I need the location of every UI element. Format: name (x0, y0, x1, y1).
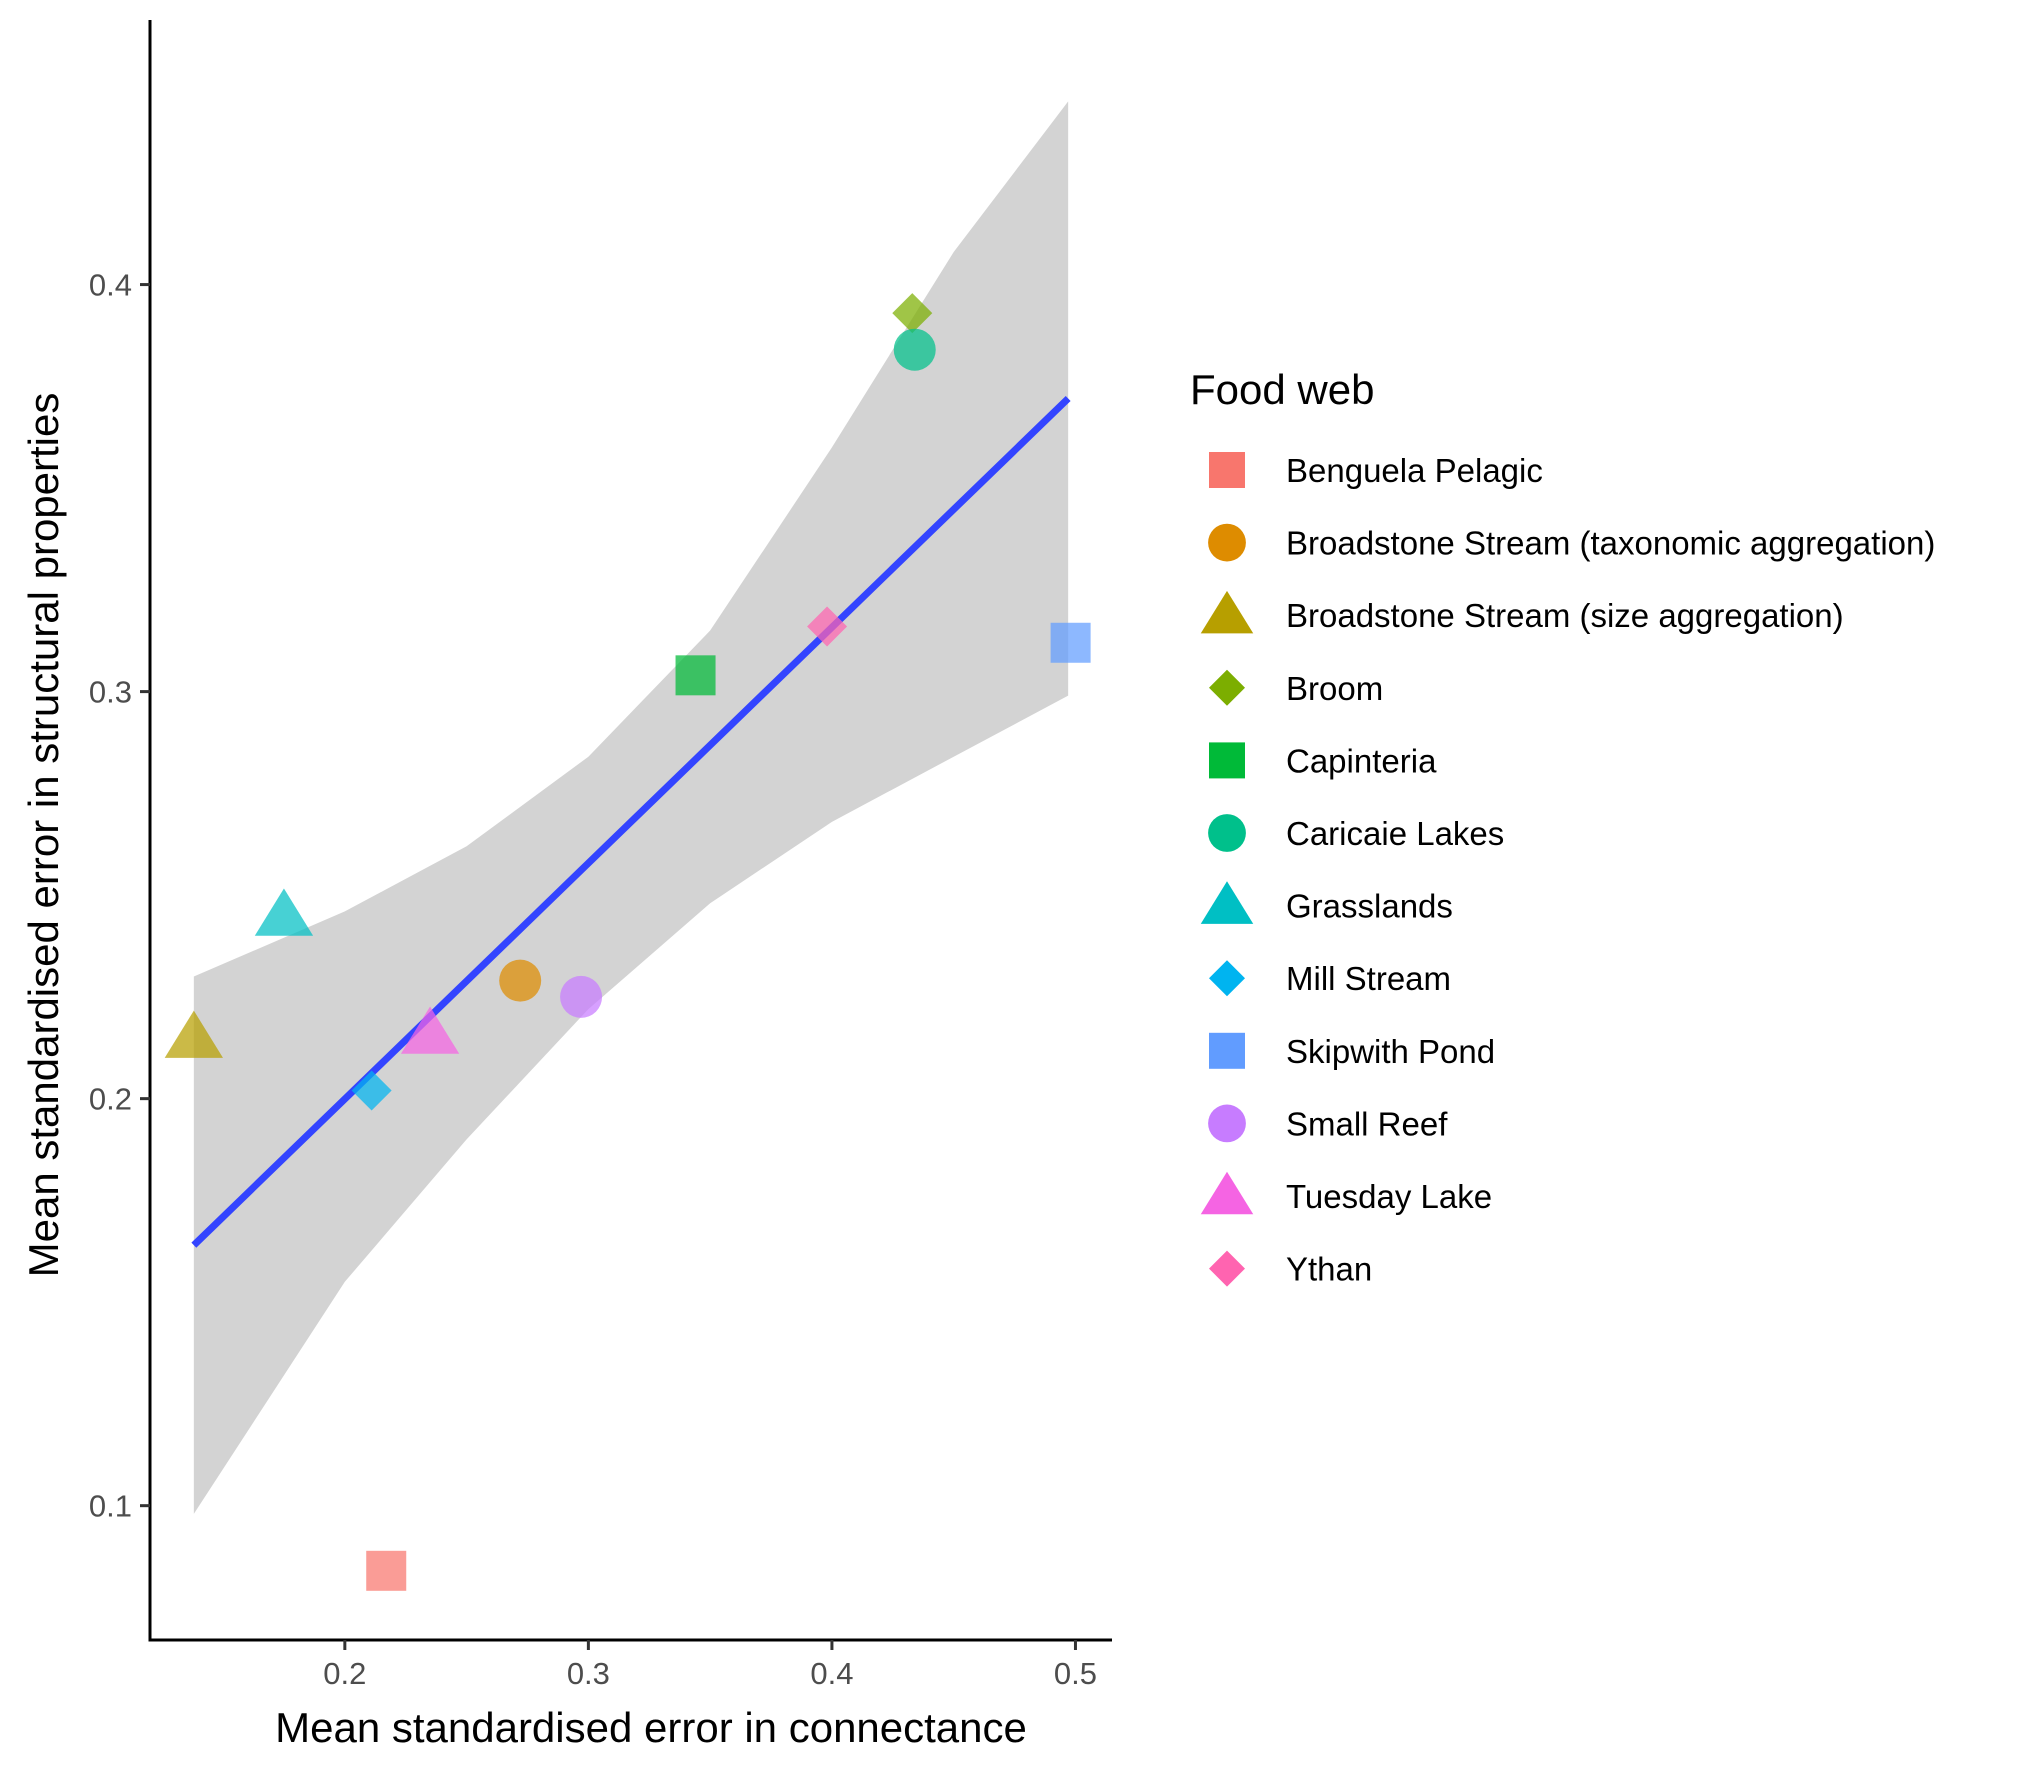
data-point-benguela-pelagic (366, 1550, 407, 1591)
y-tick-label: 0.3 (89, 675, 132, 710)
legend-key-square (1209, 1032, 1245, 1069)
fit-line-layer (191, 396, 1071, 1248)
legend-key-triangle (1200, 881, 1254, 924)
x-tick-label: 0.5 (1054, 1656, 1097, 1691)
legend-label: Capinteria (1286, 742, 1437, 779)
legend-label: Broadstone Stream (taxonomic aggregation… (1286, 525, 1935, 562)
x-axis-title: Mean standardised error in connectance (275, 1704, 1027, 1751)
legend-key-triangle (1200, 1171, 1254, 1215)
y-tick-label: 0.2 (89, 1082, 132, 1117)
y-axis-title: Mean standardised error in structural pr… (20, 393, 67, 1278)
legend-item-broom: Broom (1209, 669, 1383, 707)
legend-label: Broom (1286, 670, 1383, 707)
legend: Food web Benguela Pelagic Broadstone Strea… (1190, 366, 1935, 1288)
legend-item-capinteria: Capinteria (1209, 742, 1437, 779)
data-point-caricaie-lakes (893, 328, 936, 371)
data-point-mill-stream (351, 1070, 392, 1111)
legend-item-ythan: Ythan (1209, 1250, 1372, 1288)
legend-item-tuesday-lake: Tuesday Lake (1200, 1171, 1492, 1215)
axes-layer: 0.2 0.3 0.4 0.5 0.1 0.2 0.3 0.4 Mean standardise… (20, 20, 1112, 1751)
confidence-band-layer (193, 101, 1069, 1514)
legend-item-broadstone-stream-taxonomic-aggregation: Broadstone Stream (taxonomic aggregation… (1208, 523, 1935, 562)
y-tick-label: 0.1 (89, 1489, 132, 1524)
data-point-ythan (807, 606, 848, 647)
legend-label: Broadstone Stream (size aggregation) (1286, 597, 1844, 634)
data-point-small-reef (560, 975, 603, 1018)
data-points-layer (164, 293, 1091, 1591)
x-tick-label: 0.3 (567, 1656, 610, 1691)
data-point-capinteria (675, 655, 716, 696)
legend-key-circle (1208, 1104, 1246, 1143)
legend-item-mill-stream: Mill Stream (1209, 960, 1451, 997)
legend-label: Caricaie Lakes (1286, 815, 1504, 852)
legend-item-benguela-pelagic: Benguela Pelagic (1209, 452, 1543, 489)
data-point-broadstone-stream-taxonomic-aggregation (499, 959, 542, 1002)
y-tick-label: 0.4 (89, 268, 132, 303)
legend-label: Small Reef (1286, 1105, 1448, 1142)
legend-key-diamond (1209, 1250, 1245, 1287)
data-point-skipwith-pond (1050, 622, 1091, 663)
x-tick-label: 0.2 (323, 1656, 366, 1691)
confidence-band (193, 101, 1069, 1514)
legend-item-small-reef: Small Reef (1208, 1104, 1448, 1143)
regression-line (191, 396, 1071, 1248)
data-point-broadstone-stream-size-aggregation (164, 1010, 223, 1058)
legend-label: Benguela Pelagic (1286, 452, 1543, 489)
legend-title: Food web (1190, 366, 1374, 413)
legend-key-square (1209, 452, 1245, 488)
data-point-broom (892, 293, 933, 334)
legend-label: Skipwith Pond (1286, 1033, 1495, 1070)
legend-key-circle (1208, 523, 1246, 562)
legend-item-broadstone-stream-size-aggregation: Broadstone Stream (size aggregation) (1200, 590, 1844, 634)
legend-key-triangle (1200, 590, 1254, 634)
legend-item-caricaie-lakes: Caricaie Lakes (1208, 814, 1504, 852)
data-point-grasslands (254, 888, 314, 936)
legend-label: Mill Stream (1286, 960, 1451, 997)
legend-key-circle (1208, 814, 1246, 852)
data-point-tuesday-lake (400, 1006, 460, 1054)
legend-item-skipwith-pond: Skipwith Pond (1209, 1032, 1495, 1070)
legend-key-square (1209, 742, 1245, 779)
legend-label: Ythan (1286, 1251, 1372, 1288)
legend-label: Tuesday Lake (1286, 1178, 1492, 1215)
legend-item-grasslands: Grasslands (1200, 881, 1453, 925)
legend-key-diamond (1209, 669, 1245, 706)
legend-label: Grasslands (1286, 888, 1453, 925)
legend-key-diamond (1209, 960, 1245, 997)
x-tick-label: 0.4 (810, 1656, 853, 1691)
